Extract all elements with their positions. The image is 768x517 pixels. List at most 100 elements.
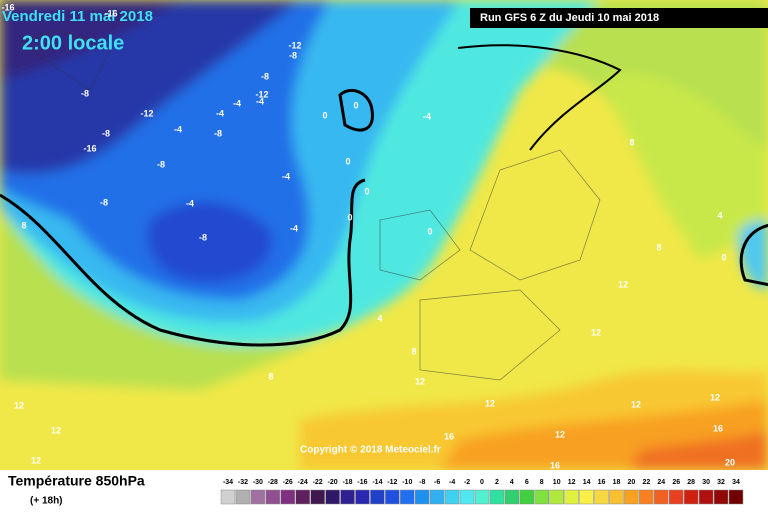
scale-label: -2 (464, 479, 470, 486)
scale-label: 0 (480, 479, 484, 486)
contour-label: 20 (725, 457, 735, 467)
scale-swatch (698, 489, 714, 505)
scale-swatch (280, 489, 295, 505)
contour-label: 16 (444, 431, 454, 441)
contour-label: -4 (423, 111, 431, 121)
scale-swatch (609, 489, 624, 505)
contour-label: -8 (100, 197, 108, 207)
legend-title: Température 850hPa (8, 473, 145, 489)
contour-label: -12 (255, 89, 268, 99)
scale-label: -18 (342, 479, 352, 486)
scale-swatch (549, 489, 564, 505)
contour-label: 4 (377, 313, 382, 323)
scale-label: 2 (495, 479, 499, 486)
contour-label: 8 (656, 242, 661, 252)
contour-label: 16 (550, 460, 560, 470)
scale-swatch (669, 489, 684, 505)
scale-swatch (370, 489, 385, 505)
scale-swatch (385, 489, 400, 505)
scale-swatch (220, 489, 236, 505)
scale-swatch (713, 489, 729, 505)
scale-swatch (235, 489, 251, 505)
contour-labels: -16-16-12-8-8-12-8-12-4 -4-4-8 -4 -800-4-16… (1, 2, 735, 470)
scale-swatch (594, 489, 609, 505)
scale-label: -22 (313, 479, 323, 486)
scale-swatch (534, 489, 549, 505)
contour-label: -8 (199, 232, 207, 242)
scale-swatch (250, 489, 266, 505)
contour-label: 8 (411, 346, 416, 356)
scale-label: 20 (628, 479, 636, 486)
scale-label: -14 (372, 479, 382, 486)
contour-label: 0 (347, 212, 352, 222)
contour-label: -16 (1, 2, 14, 12)
contour-label: 0 (353, 100, 358, 110)
contour-label: 8 (21, 220, 26, 230)
contour-label: -8 (102, 128, 110, 138)
contour-label: 12 (485, 398, 495, 408)
scale-swatch (325, 489, 340, 505)
scale-swatch (683, 489, 699, 505)
time-label: 2:00 locale (22, 32, 124, 54)
scale-swatch (415, 489, 430, 505)
scale-swatch (400, 489, 415, 505)
scale-swatch (489, 489, 505, 505)
scale-label: -12 (387, 479, 397, 486)
contour-label: -16 (83, 143, 96, 153)
scale-swatch (504, 489, 520, 505)
scale-swatch (728, 489, 744, 505)
scale-label: -10 (402, 479, 412, 486)
contour-label: -4 (282, 171, 290, 181)
scale-label: 34 (732, 479, 740, 486)
contour-label: 0 (322, 110, 327, 120)
contour-label: 8 (268, 371, 273, 381)
scale-label: 12 (568, 479, 576, 486)
scale-swatch (355, 489, 370, 505)
contour-label: 12 (631, 399, 641, 409)
scale-label: -26 (283, 479, 293, 486)
date-label: Vendredi 11 mai 2018 (2, 8, 153, 25)
scale-label: -32 (238, 479, 248, 486)
contour-label: 12 (14, 400, 24, 410)
scale-label: -6 (434, 479, 440, 486)
contour-label: 4 (717, 210, 722, 220)
scale-swatch (564, 489, 579, 505)
scale-label: -8 (419, 479, 425, 486)
legend-subtitle: (+ 18h) (30, 496, 63, 507)
contour-label: -4 (256, 96, 264, 106)
scale-swatch (429, 489, 445, 505)
contour-label: -8 (289, 50, 297, 60)
contour-label: -4 (290, 223, 298, 233)
contour-label: 12 (591, 327, 601, 337)
contour-label: -12 (288, 40, 301, 50)
contour-label: -16 (104, 8, 117, 18)
contour-label: -8 (261, 71, 269, 81)
scale-label: 4 (510, 479, 514, 486)
contour-label: 12 (618, 279, 628, 289)
scale-label: -24 (298, 479, 308, 486)
scale-swatch (459, 489, 475, 505)
contour-label: 12 (415, 376, 425, 386)
scale-label: -20 (328, 479, 338, 486)
scale-swatch (624, 489, 639, 505)
contour-label: -8 (81, 88, 89, 98)
scale-swatch (295, 489, 310, 505)
copyright: Copyright © 2018 Meteociel.fr (300, 445, 441, 456)
contour-label: -12 (140, 108, 153, 118)
scale-label: -16 (357, 479, 367, 486)
scale-label: 10 (553, 479, 561, 486)
scale-label: -4 (449, 479, 455, 486)
scale-swatch (310, 489, 325, 505)
scale-label: 6 (525, 479, 529, 486)
scale-label: 8 (540, 479, 544, 486)
scale-swatch (639, 489, 654, 505)
scale-swatch (519, 489, 535, 505)
temperature-field (0, 0, 768, 470)
scale-label: 18 (613, 479, 621, 486)
contour-label: 0 (364, 186, 369, 196)
scale-swatch (265, 489, 281, 505)
run-box (470, 8, 768, 28)
scale-label: 26 (672, 479, 680, 486)
scale-label: 16 (598, 479, 606, 486)
